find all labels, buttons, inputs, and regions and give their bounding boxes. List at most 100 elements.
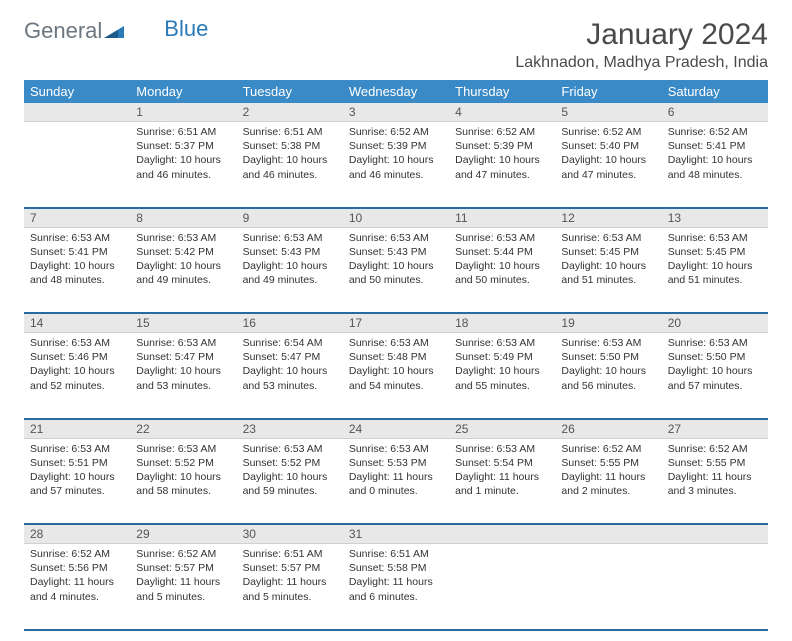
sunrise-text: Sunrise: 6:52 AM (561, 442, 655, 456)
day-number-cell: 15 (130, 313, 236, 333)
daylight-text-2: and 57 minutes. (30, 484, 124, 498)
sunrise-text: Sunrise: 6:52 AM (668, 125, 762, 139)
day-number-cell: 22 (130, 419, 236, 439)
daylight-text-1: Daylight: 10 hours (243, 153, 337, 167)
day-number-cell: 9 (237, 208, 343, 228)
sunrise-text: Sunrise: 6:53 AM (243, 231, 337, 245)
day-detail-row: Sunrise: 6:51 AMSunset: 5:37 PMDaylight:… (24, 122, 768, 208)
daylight-text-1: Daylight: 10 hours (349, 364, 443, 378)
sunrise-text: Sunrise: 6:53 AM (349, 442, 443, 456)
day-detail-cell (555, 544, 661, 630)
daylight-text-1: Daylight: 11 hours (455, 470, 549, 484)
day-detail-cell: Sunrise: 6:53 AMSunset: 5:49 PMDaylight:… (449, 333, 555, 419)
daylight-text-2: and 0 minutes. (349, 484, 443, 498)
day-detail-cell: Sunrise: 6:53 AMSunset: 5:41 PMDaylight:… (24, 227, 130, 313)
daylight-text-2: and 50 minutes. (455, 273, 549, 287)
sunrise-text: Sunrise: 6:53 AM (455, 442, 549, 456)
day-number-cell: 23 (237, 419, 343, 439)
weekday-header: Saturday (662, 80, 768, 103)
sunset-text: Sunset: 5:39 PM (349, 139, 443, 153)
day-detail-cell (24, 122, 130, 208)
sunset-text: Sunset: 5:50 PM (668, 350, 762, 364)
daylight-text-2: and 57 minutes. (668, 379, 762, 393)
day-number-cell: 16 (237, 313, 343, 333)
sunrise-text: Sunrise: 6:53 AM (349, 231, 443, 245)
day-number-row: 28293031 (24, 524, 768, 544)
day-detail-cell: Sunrise: 6:52 AMSunset: 5:39 PMDaylight:… (343, 122, 449, 208)
day-number-cell: 30 (237, 524, 343, 544)
day-detail-cell: Sunrise: 6:52 AMSunset: 5:57 PMDaylight:… (130, 544, 236, 630)
sunrise-text: Sunrise: 6:51 AM (243, 547, 337, 561)
day-number-cell: 25 (449, 419, 555, 439)
daylight-text-2: and 55 minutes. (455, 379, 549, 393)
sunset-text: Sunset: 5:52 PM (136, 456, 230, 470)
sunset-text: Sunset: 5:52 PM (243, 456, 337, 470)
day-number-cell: 14 (24, 313, 130, 333)
day-number-cell: 12 (555, 208, 661, 228)
daylight-text-2: and 2 minutes. (561, 484, 655, 498)
sunrise-text: Sunrise: 6:53 AM (668, 336, 762, 350)
daylight-text-1: Daylight: 11 hours (349, 575, 443, 589)
daylight-text-1: Daylight: 10 hours (136, 364, 230, 378)
day-detail-cell: Sunrise: 6:53 AMSunset: 5:50 PMDaylight:… (555, 333, 661, 419)
sunrise-text: Sunrise: 6:53 AM (30, 336, 124, 350)
day-number-cell: 5 (555, 103, 661, 122)
sunset-text: Sunset: 5:53 PM (349, 456, 443, 470)
daylight-text-1: Daylight: 10 hours (455, 259, 549, 273)
daylight-text-2: and 46 minutes. (349, 168, 443, 182)
day-detail-cell: Sunrise: 6:51 AMSunset: 5:58 PMDaylight:… (343, 544, 449, 630)
daylight-text-2: and 59 minutes. (243, 484, 337, 498)
day-number-cell: 2 (237, 103, 343, 122)
day-detail-cell: Sunrise: 6:53 AMSunset: 5:43 PMDaylight:… (237, 227, 343, 313)
day-number-cell: 26 (555, 419, 661, 439)
day-number-row: 21222324252627 (24, 419, 768, 439)
sunset-text: Sunset: 5:46 PM (30, 350, 124, 364)
day-detail-row: Sunrise: 6:53 AMSunset: 5:46 PMDaylight:… (24, 333, 768, 419)
day-number-cell: 11 (449, 208, 555, 228)
daylight-text-1: Daylight: 10 hours (243, 470, 337, 484)
daylight-text-1: Daylight: 11 hours (136, 575, 230, 589)
sunset-text: Sunset: 5:43 PM (243, 245, 337, 259)
daylight-text-2: and 1 minute. (455, 484, 549, 498)
weekday-header: Friday (555, 80, 661, 103)
day-number-cell: 24 (343, 419, 449, 439)
daylight-text-1: Daylight: 11 hours (243, 575, 337, 589)
daylight-text-2: and 54 minutes. (349, 379, 443, 393)
day-detail-row: Sunrise: 6:53 AM Sunset: 5:51 PM Daylight:… (24, 438, 768, 524)
sunrise-text: Sunrise: 6:53 AM (136, 336, 230, 350)
day-number-cell: 19 (555, 313, 661, 333)
daylight-text-2: and 52 minutes. (30, 379, 124, 393)
sunrise-text: Sunrise: 6:52 AM (668, 442, 762, 456)
sunset-text: Sunset: 5:41 PM (30, 245, 124, 259)
sunset-text: Sunset: 5:45 PM (668, 245, 762, 259)
sunrise-text: Sunrise: 6:51 AM (243, 125, 337, 139)
day-detail-cell: Sunrise: 6:53 AMSunset: 5:50 PMDaylight:… (662, 333, 768, 419)
daylight-text-2: and 51 minutes. (561, 273, 655, 287)
daylight-text-2: and 50 minutes. (349, 273, 443, 287)
daylight-text-2: and 46 minutes. (243, 168, 337, 182)
sunset-text: Sunset: 5:49 PM (455, 350, 549, 364)
day-detail-cell (449, 544, 555, 630)
daylight-text-2: and 47 minutes. (455, 168, 549, 182)
daylight-text-2: and 49 minutes. (243, 273, 337, 287)
day-detail-cell: Sunrise: 6:53 AMSunset: 5:48 PMDaylight:… (343, 333, 449, 419)
sunset-text: Sunset: 5:39 PM (455, 139, 549, 153)
daylight-text-2: and 6 minutes. (349, 590, 443, 604)
daylight-text-2: and 53 minutes. (243, 379, 337, 393)
day-detail-cell: Sunrise: 6:53 AMSunset: 5:42 PMDaylight:… (130, 227, 236, 313)
day-detail-cell: Sunrise: 6:51 AMSunset: 5:37 PMDaylight:… (130, 122, 236, 208)
sunrise-text: Sunrise: 6:53 AM (30, 231, 124, 245)
sunrise-text: Sunrise: 6:52 AM (455, 125, 549, 139)
daylight-text-2: and 4 minutes. (30, 590, 124, 604)
daylight-text-1: Daylight: 10 hours (243, 259, 337, 273)
daylight-text-1: Daylight: 10 hours (243, 364, 337, 378)
day-detail-cell: Sunrise: 6:53 AMSunset: 5:46 PMDaylight:… (24, 333, 130, 419)
sunset-text: Sunset: 5:50 PM (561, 350, 655, 364)
daylight-text-1: Daylight: 10 hours (136, 470, 230, 484)
day-number-cell: 13 (662, 208, 768, 228)
day-number-cell: 3 (343, 103, 449, 122)
day-number-cell: 29 (130, 524, 236, 544)
sunset-text: Sunset: 5:45 PM (561, 245, 655, 259)
daylight-text-2: and 5 minutes. (136, 590, 230, 604)
sunset-text: Sunset: 5:51 PM (30, 456, 124, 470)
